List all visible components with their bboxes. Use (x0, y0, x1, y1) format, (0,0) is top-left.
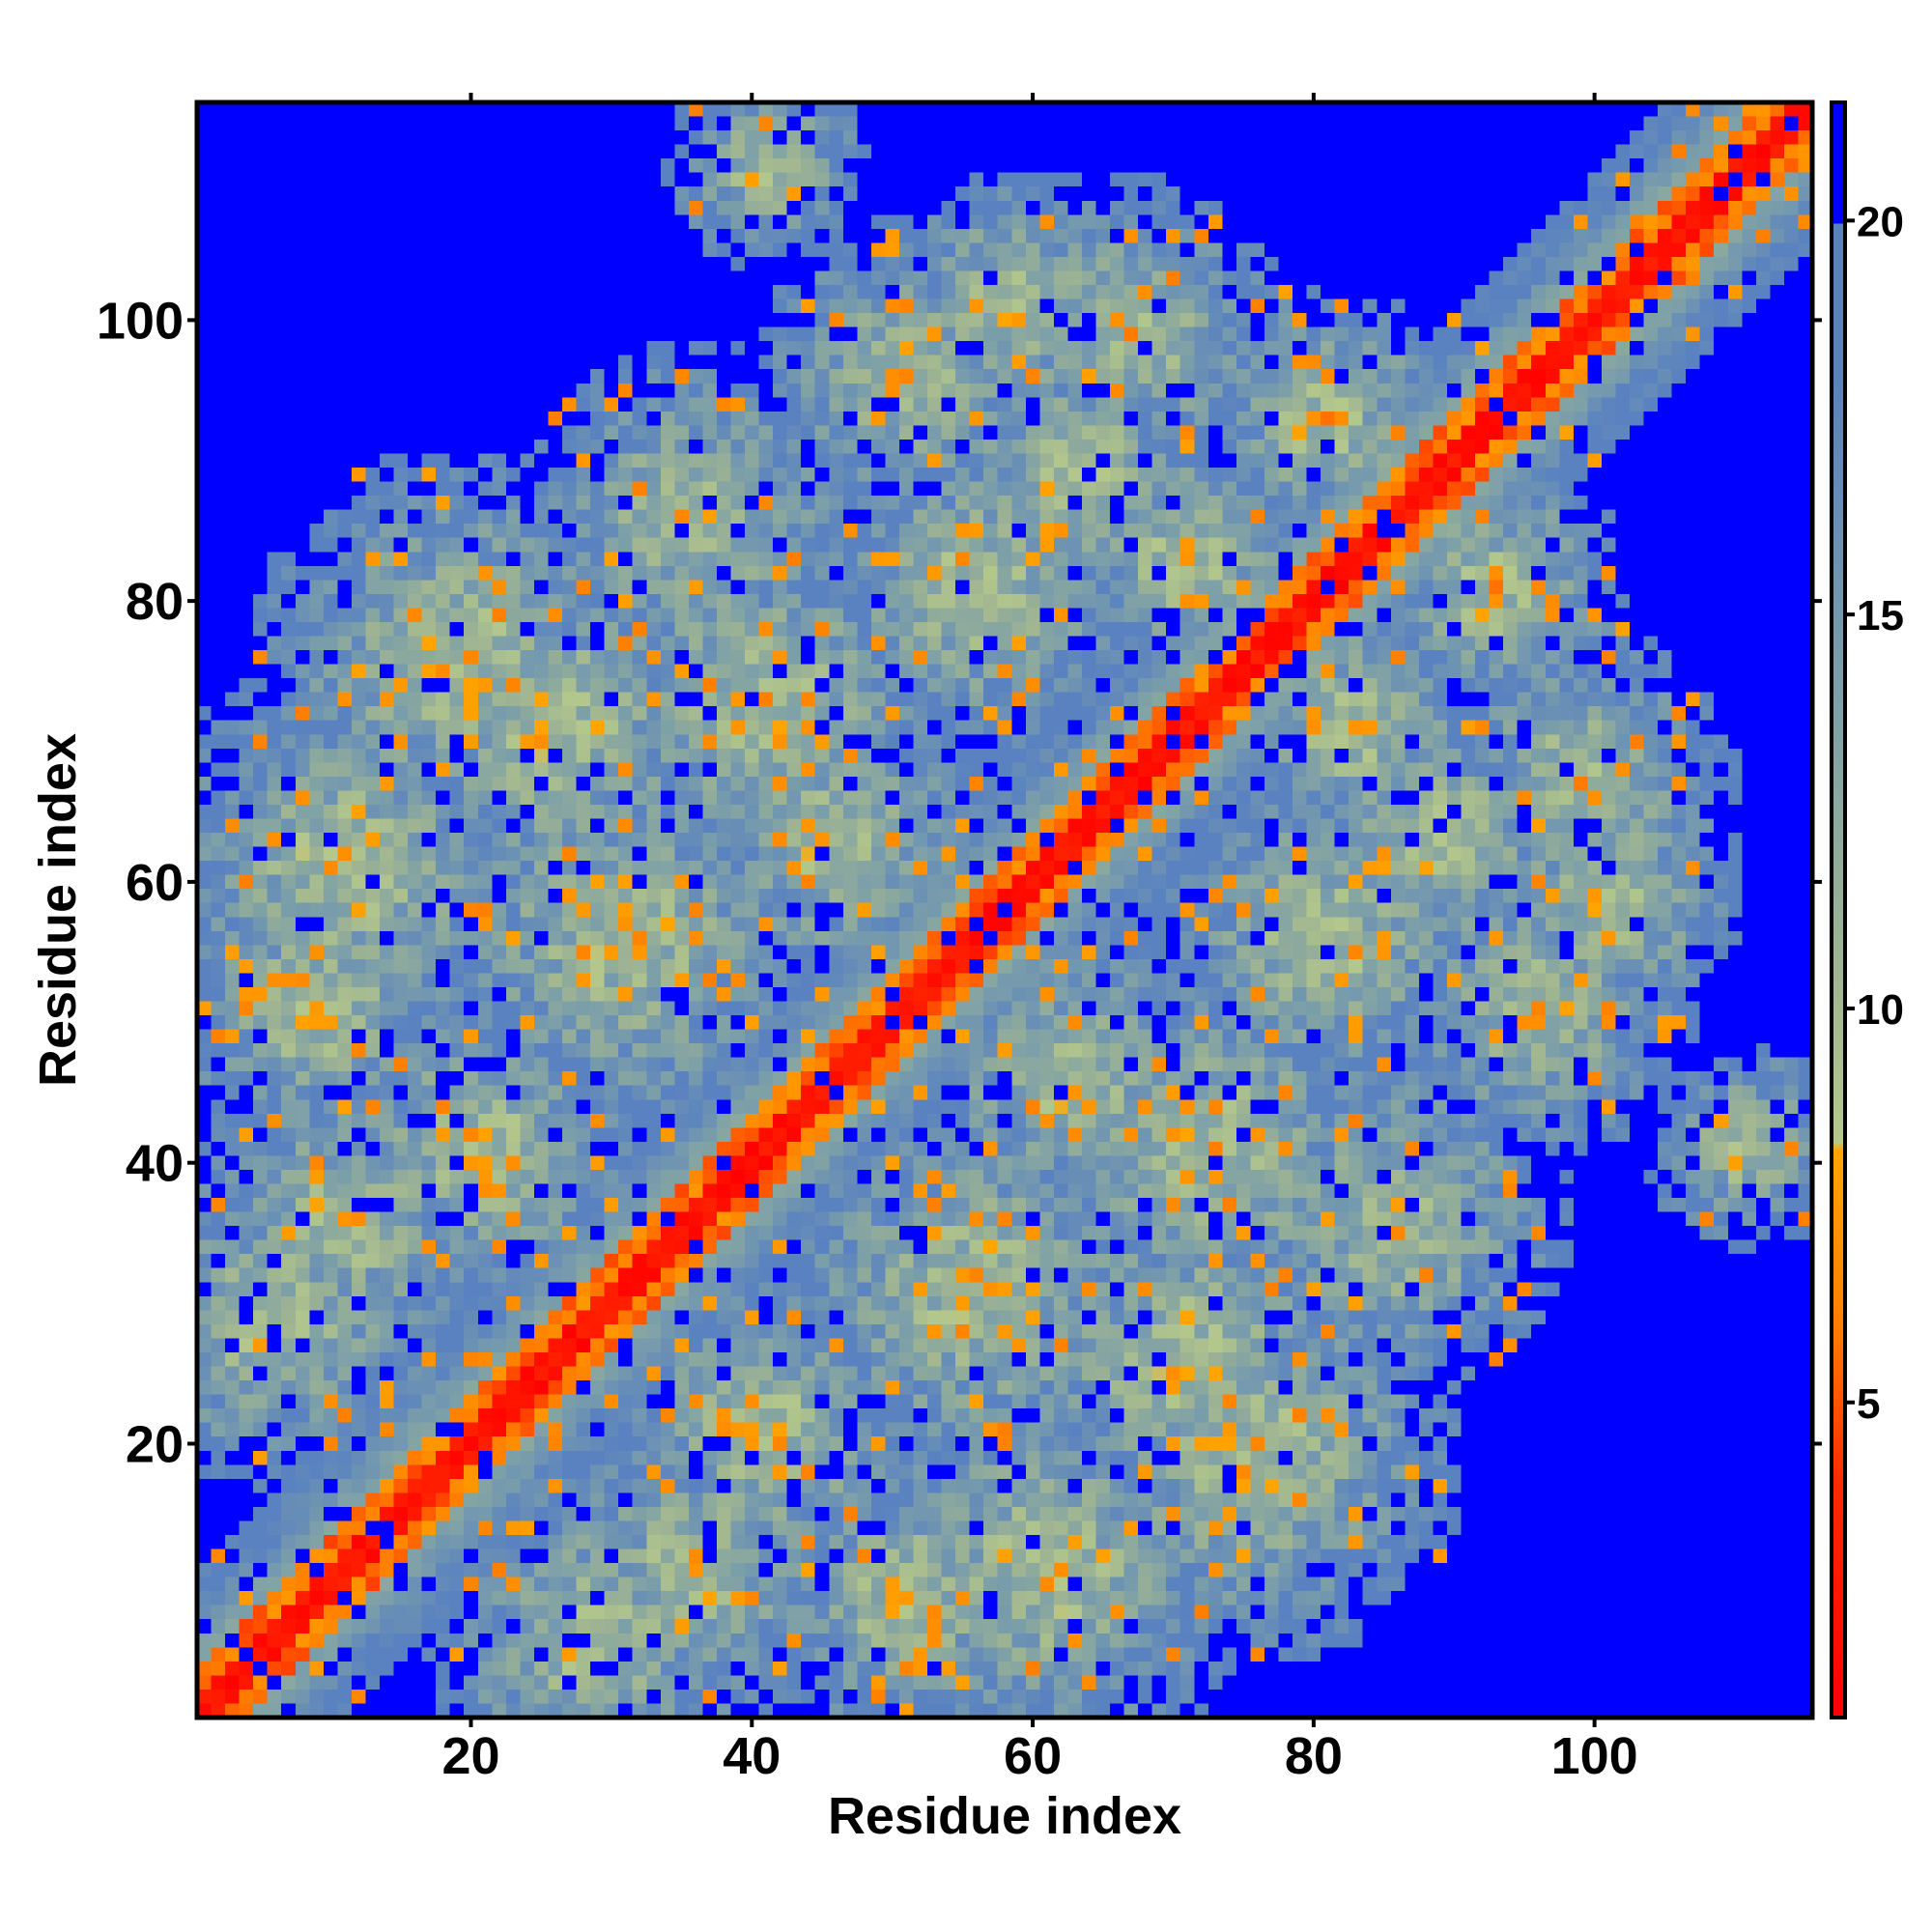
y-tick-label: 20 (126, 1415, 184, 1473)
colorbar-frame (1830, 100, 1847, 1719)
x-tick-label: 20 (441, 1727, 499, 1785)
y-axis: 20 40 60 80 100 (97, 292, 1822, 1473)
y-tick-label: 60 (126, 854, 184, 912)
colorbar (1832, 102, 1845, 1718)
x-axis: 20 40 60 80 100 (441, 93, 1638, 1785)
y-tick-label: 40 (126, 1135, 184, 1193)
colorbar-axis: 5 10 15 20 (1845, 198, 1904, 1428)
x-tick-label: 80 (1285, 1727, 1343, 1785)
colorbar-tick-label: 20 (1857, 198, 1904, 245)
x-axis-label: Residue index (828, 1787, 1181, 1845)
x-tick-label: 100 (1551, 1727, 1638, 1785)
y-tick-label: 80 (126, 573, 184, 631)
x-tick-label: 60 (1004, 1727, 1062, 1785)
y-tick-label: 100 (97, 292, 184, 350)
colorbar-tick-label: 10 (1857, 986, 1904, 1034)
x-tick-label: 40 (723, 1727, 781, 1785)
colorbar-tick-label: 15 (1857, 592, 1904, 639)
colorbar-tick-label: 5 (1857, 1380, 1880, 1428)
plot-frame (194, 99, 1815, 1720)
heatmap (197, 102, 1812, 1718)
y-axis-label: Residue index (29, 733, 87, 1087)
